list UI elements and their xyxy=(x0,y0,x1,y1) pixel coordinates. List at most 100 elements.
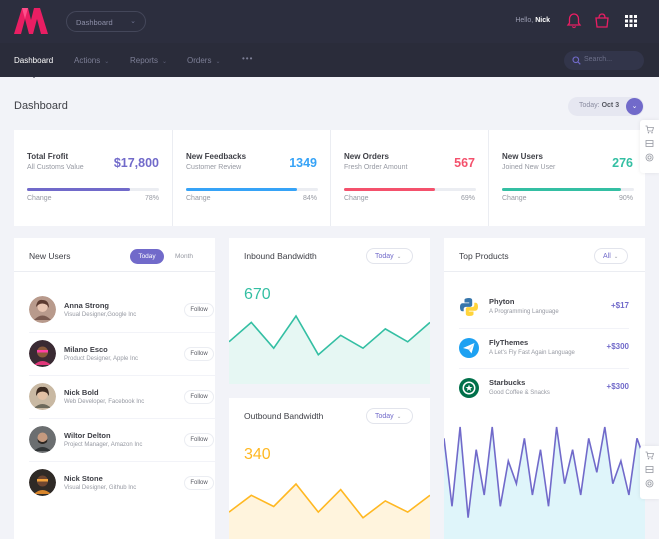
python-icon xyxy=(460,298,478,316)
card-title: Top Products xyxy=(459,251,509,261)
search-icon xyxy=(572,56,581,65)
stat-title: Total Frofit xyxy=(27,152,69,161)
card-title: Outbound Bandwidth xyxy=(244,411,324,421)
list-item: Nick Stone Visual Designer, Github Inc F… xyxy=(29,461,215,504)
card-header: Inbound Bandwidth Today ⌄ xyxy=(229,238,430,272)
starbucks-icon xyxy=(459,378,479,398)
search-box[interactable]: Search... xyxy=(564,51,644,70)
stat-total-profit: Total Frofit All Customs Value $17,800 C… xyxy=(14,130,172,226)
product-name: FlyThemes xyxy=(489,338,529,347)
chart-series-line xyxy=(229,314,430,356)
progress-fill xyxy=(502,188,621,191)
chevron-down-icon: ⌄ xyxy=(130,18,136,25)
stat-value: $17,800 xyxy=(113,156,159,170)
search-input[interactable]: Search... xyxy=(584,56,613,63)
date-picker[interactable]: Today: Oct 3 ⌄ xyxy=(568,97,644,116)
stat-percent: 69% xyxy=(460,195,475,202)
support-icon[interactable] xyxy=(645,153,654,162)
quick-dock-top xyxy=(640,120,659,173)
app-logo[interactable] xyxy=(14,8,48,34)
follow-button[interactable]: Follow xyxy=(184,433,214,447)
follow-button[interactable]: Follow xyxy=(184,347,214,361)
nav-item-label: Reports xyxy=(130,56,159,65)
chart-area-fill xyxy=(229,484,430,539)
chevron-down-icon: ⌄ xyxy=(215,59,221,65)
support-icon[interactable] xyxy=(645,479,654,488)
user-name: Nick Bold xyxy=(64,388,99,397)
avatar[interactable] xyxy=(29,426,56,453)
paper-plane-icon xyxy=(459,338,479,358)
inbound-bandwidth-card: Inbound Bandwidth Today ⌄ 670 xyxy=(229,238,430,384)
stat-change-label: Change xyxy=(27,195,52,202)
cart-icon[interactable] xyxy=(645,451,654,460)
product-desc: A Let's Fly Fast Again Language xyxy=(489,350,575,356)
stat-progress xyxy=(344,188,476,191)
stat-percent: 78% xyxy=(144,195,159,202)
chevron-down-icon: ⌄ xyxy=(613,254,619,260)
list-item[interactable]: Phyton A Programming Language +$17 xyxy=(459,288,629,326)
nav-more-icon[interactable]: ••• xyxy=(242,54,254,63)
shopping-bag-icon[interactable] xyxy=(593,12,611,30)
tab-today[interactable]: Today xyxy=(130,249,164,264)
user-role: Visual Designer,Google Inc xyxy=(64,312,137,318)
stat-title: New Users xyxy=(502,152,543,161)
new-users-card: New Users Today Month Anna Strong Visual… xyxy=(14,238,215,539)
layers-icon[interactable] xyxy=(645,139,654,148)
avatar[interactable] xyxy=(29,296,56,323)
products-filter-select[interactable]: All ⌄ xyxy=(594,248,628,264)
bell-icon[interactable] xyxy=(565,12,583,30)
list-item: Milano Esco Product Designer, Apple Inc … xyxy=(29,332,215,375)
user-name: Milano Esco xyxy=(64,345,108,354)
avatar[interactable] xyxy=(29,469,56,496)
stat-new-users: New Users Joined New User 276 Change 90% xyxy=(488,130,646,226)
inbound-value: 670 xyxy=(244,286,271,303)
user-role: Visual Designer, Github Inc xyxy=(64,485,137,491)
stat-title: New Orders xyxy=(344,152,389,161)
user-name: Nick Stone xyxy=(64,474,103,483)
outbound-bandwidth-card: Outbound Bandwidth Today ⌄ 340 xyxy=(229,398,430,539)
chart-series-line xyxy=(229,482,430,519)
follow-button[interactable]: Follow xyxy=(184,303,214,317)
top-products-card: Top Products All ⌄ Phyton A Programming L… xyxy=(444,238,645,539)
follow-button[interactable]: Follow xyxy=(184,390,214,404)
apps-grid-icon[interactable] xyxy=(622,12,640,30)
nav-item-dashboard[interactable]: Dashboard xyxy=(14,56,53,65)
stat-subtitle: Customer Review xyxy=(186,164,242,171)
stat-percent: 90% xyxy=(618,195,633,202)
user-role: Web Developer, Facebook Inc xyxy=(64,399,145,405)
outbound-period-select[interactable]: Today ⌄ xyxy=(366,408,413,424)
outbound-area-chart xyxy=(229,482,430,539)
dashboard-select[interactable]: Dashboard ⌄ xyxy=(66,11,146,32)
tab-month[interactable]: Month xyxy=(174,253,194,260)
chevron-down-icon[interactable]: ⌄ xyxy=(626,98,643,115)
stat-subtitle: All Customs Value xyxy=(27,164,84,171)
stat-progress xyxy=(502,188,634,191)
card-title: Inbound Bandwidth xyxy=(244,251,317,261)
list-item: Nick Bold Web Developer, Facebook Inc Fo… xyxy=(29,375,215,418)
stat-change-label: Change xyxy=(502,195,527,202)
product-desc: Good Coffee & Snacks xyxy=(489,390,550,396)
avatar[interactable] xyxy=(29,383,56,410)
products-area-chart xyxy=(444,426,645,539)
dashboard-select-value: Dashboard xyxy=(76,18,113,27)
product-name: Phyton xyxy=(489,297,515,306)
card-header: Top Products All ⌄ xyxy=(444,238,645,272)
progress-fill xyxy=(344,188,436,191)
nav-item-actions[interactable]: Actions ⌄ xyxy=(74,56,109,65)
follow-button[interactable]: Follow xyxy=(184,476,214,490)
nav-item-orders[interactable]: Orders ⌄ xyxy=(187,56,220,65)
list-item[interactable]: Starbucks Good Coffee & Snacks +$300 xyxy=(459,368,629,406)
inbound-period-select[interactable]: Today ⌄ xyxy=(366,248,413,264)
nav-item-reports[interactable]: Reports ⌄ xyxy=(130,56,167,65)
list-item[interactable]: FlyThemes A Let's Fly Fast Again Languag… xyxy=(459,328,629,366)
avatar[interactable] xyxy=(29,340,56,367)
stat-title: New Feedbacks xyxy=(186,152,247,161)
layers-icon[interactable] xyxy=(645,465,654,474)
user-name: Wiltor Delton xyxy=(64,431,111,440)
page-title: Dashboard xyxy=(14,100,68,112)
cart-icon[interactable] xyxy=(645,125,654,134)
product-price: +$300 xyxy=(606,342,629,351)
card-header: New Users Today Month xyxy=(14,238,215,272)
stat-percent: 84% xyxy=(302,195,317,202)
user-name: Anna Strong xyxy=(64,301,109,310)
